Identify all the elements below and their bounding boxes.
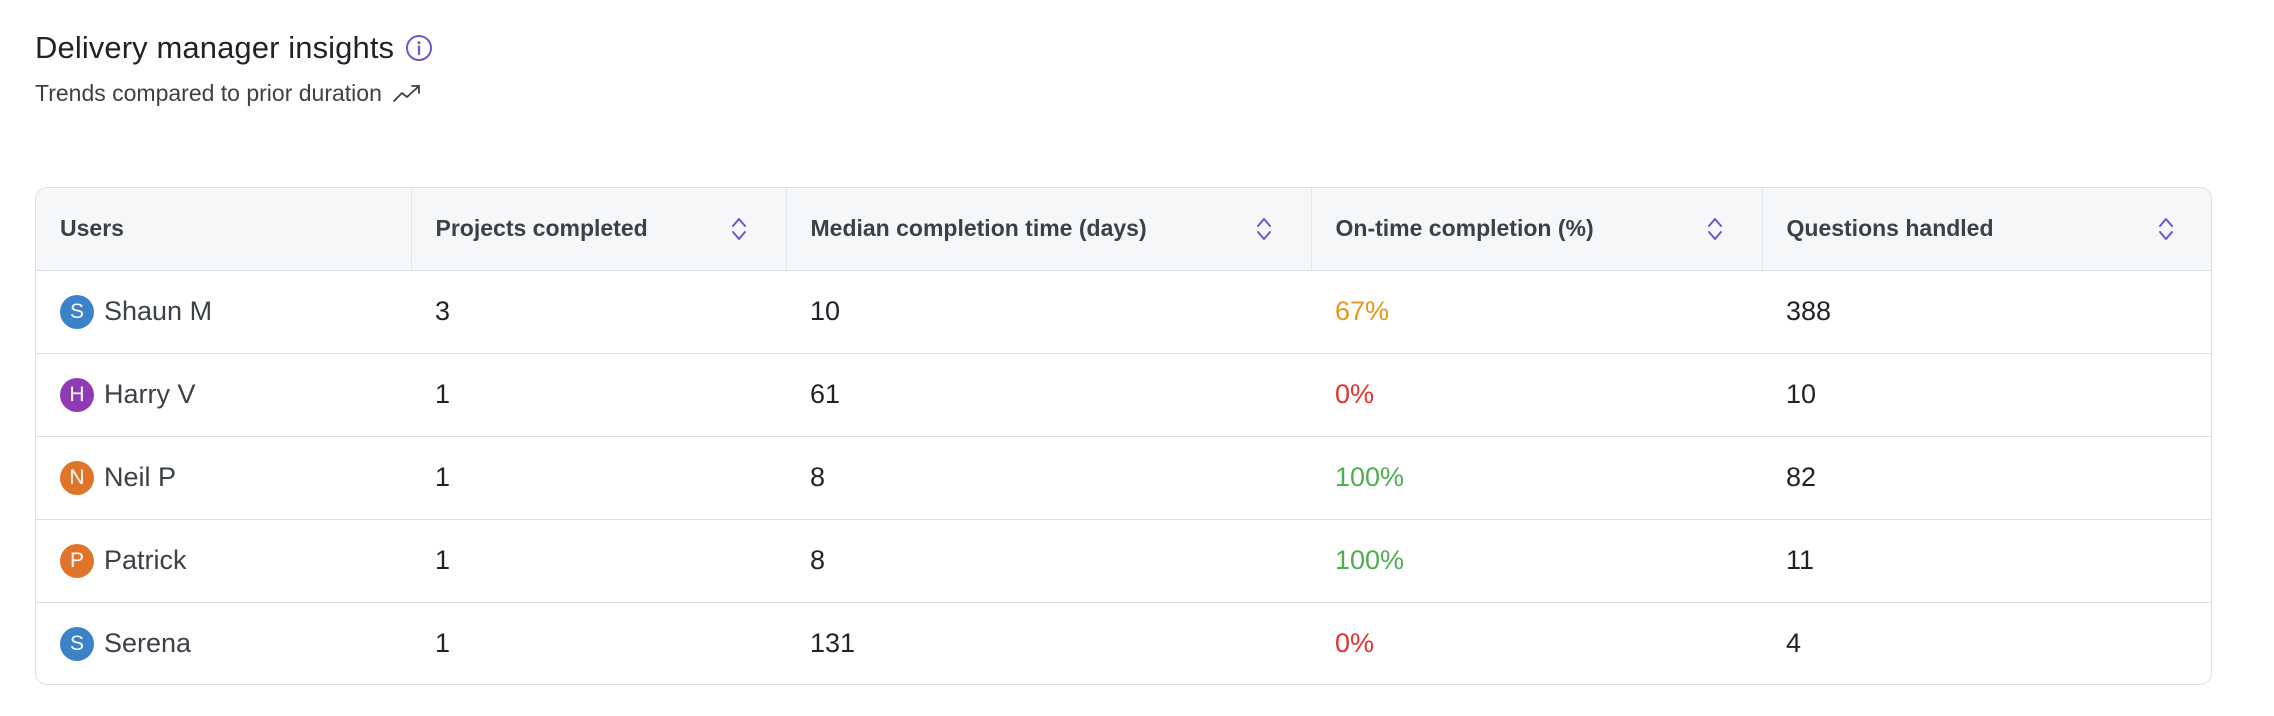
cell-projects-completed: 3 <box>411 270 786 354</box>
cell-median-completion-time: 61 <box>786 353 1311 437</box>
info-icon[interactable] <box>404 33 434 63</box>
cell-projects-completed: 1 <box>411 353 786 437</box>
avatar: P <box>60 543 94 578</box>
cell-median-completion-time: 10 <box>786 270 1311 354</box>
user-name: Shaun M <box>104 296 213 326</box>
cell-user: P Patrick <box>36 519 411 603</box>
cell-user: S Shaun M <box>36 270 411 354</box>
cell-projects-completed: 1 <box>435 628 451 659</box>
cell-on-time-completion: 0% <box>1311 353 1762 437</box>
cell-user: N Neil P <box>36 436 411 520</box>
cell-questions-handled: 10 <box>1762 353 2211 437</box>
cell-questions-handled: 11 <box>1762 519 2211 603</box>
avatar: S <box>60 294 94 329</box>
cell-questions-handled: 388 <box>1762 270 2211 354</box>
user-cell: N Neil P <box>60 460 411 495</box>
cell-median-completion-time: 8 <box>786 519 1311 603</box>
user-name: Harry V <box>104 379 196 409</box>
cell-user: S Serena <box>36 602 411 684</box>
cell-projects-completed: 1 <box>411 519 786 603</box>
cell-projects-completed: 1 <box>411 436 786 520</box>
table-row[interactable]: H Harry V 1 61 0% 10 <box>36 353 2211 437</box>
user-cell: S Serena <box>60 626 411 661</box>
avatar: H <box>60 377 94 412</box>
cell-on-time-completion: 67% <box>1311 270 1762 354</box>
user-name: Serena <box>104 628 192 659</box>
user-cell: S Shaun M <box>60 294 411 329</box>
cell-median-completion-time: 131 <box>810 628 856 659</box>
cell-user: H Harry V <box>36 353 411 437</box>
insights-header: Delivery manager insights Trends compare… <box>35 28 434 108</box>
user-cell: H Harry V <box>60 377 411 412</box>
cell-questions-handled: 4 <box>1786 628 1802 659</box>
page-subtitle: Trends compared to prior duration <box>35 79 382 106</box>
table-header-row: Users Projects completed Median completi… <box>36 188 2211 271</box>
cell-questions-handled: 82 <box>1762 436 2211 520</box>
avatar: S <box>60 626 94 661</box>
cell-on-time-completion: 100% <box>1311 519 1762 603</box>
table-row[interactable]: P Patrick 1 8 100% 11 <box>36 519 2211 603</box>
column-header-label: Projects completed <box>435 215 648 242</box>
insights-table: Users Projects completed Median completi… <box>36 188 2211 684</box>
insights-table-card: Users Projects completed Median completi… <box>35 187 2212 685</box>
sort-icon[interactable] <box>1706 215 1724 243</box>
column-header-on-time-completion[interactable]: On-time completion (%) <box>1311 188 1763 271</box>
user-cell: P Patrick <box>60 543 411 578</box>
table-row[interactable]: S Serena 1 131 0% 4 <box>36 602 2211 684</box>
sort-icon[interactable] <box>730 215 748 243</box>
column-header-users: Users <box>36 188 412 271</box>
column-header-questions-handled[interactable]: Questions handled <box>1762 188 2211 271</box>
sort-icon[interactable] <box>2157 215 2175 243</box>
table-row[interactable]: N Neil P 1 8 100% 82 <box>36 436 2211 520</box>
cell-on-time-completion: 0% <box>1335 628 1375 659</box>
user-name: Patrick <box>104 545 187 575</box>
subtitle-row: Trends compared to prior duration <box>35 78 434 108</box>
cell-on-time-completion: 100% <box>1311 436 1762 520</box>
column-header-median-completion-time[interactable]: Median completion time (days) <box>786 188 1312 271</box>
user-name: Neil P <box>104 462 177 492</box>
column-header-projects-completed[interactable]: Projects completed <box>411 188 787 271</box>
column-header-label: Questions handled <box>1786 215 1994 242</box>
trending-up-icon <box>392 81 422 105</box>
page-title: Delivery manager insights <box>35 30 395 65</box>
title-row: Delivery manager insights <box>35 28 434 68</box>
avatar: N <box>60 460 94 495</box>
column-header-label: On-time completion (%) <box>1335 215 1594 242</box>
column-header-label: Users <box>60 215 124 242</box>
cell-median-completion-time: 8 <box>786 436 1311 520</box>
sort-icon[interactable] <box>1255 215 1273 243</box>
table-row[interactable]: S Shaun M 3 10 67% 388 <box>36 270 2211 354</box>
column-header-label: Median completion time (days) <box>810 215 1147 242</box>
